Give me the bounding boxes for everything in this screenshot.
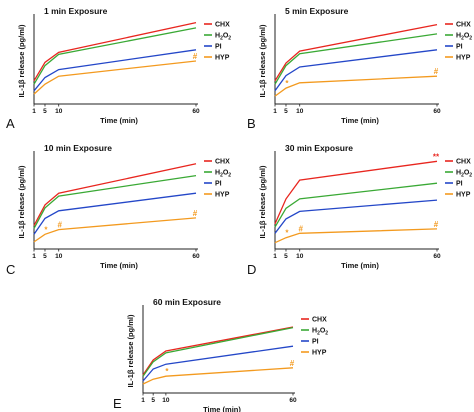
series-line-chx [142,326,294,376]
chart-panel-a: 1 5 10 60 1 min Exposure Time (min) IL-1β rele… [6,6,231,131]
significance-marker: # [298,224,303,233]
y-axis-label: IL-1β release (pg/ml) [258,24,267,97]
legend-label: H2O2 [312,328,328,337]
series-line-h2o2 [33,27,197,85]
x-tick-label: 60 [289,397,297,404]
x-tick-label: 5 [151,397,155,404]
significance-marker: # [434,220,439,229]
series-line-pi [142,345,294,382]
y-axis-label: IL-1β release (pg/ml) [258,165,267,238]
legend-label: HYP [456,192,471,199]
legend-label: PI [215,181,222,188]
x-tick-label: 5 [43,253,47,260]
legend-label: HYP [312,350,327,357]
legend-label: HYP [456,55,471,62]
significance-marker: # [193,52,198,61]
chart-title: 10 min Exposure [44,143,112,153]
x-tick-label: 1 [141,397,145,404]
series-line-hyp [33,217,197,243]
series-line-pi [33,49,197,92]
legend-label: CHX [312,317,327,324]
series-line-h2o2 [142,326,294,377]
significance-marker: # [57,221,62,230]
chart-title: 1 min Exposure [44,6,108,16]
significance-marker: # [290,359,295,368]
legend-label: CHX [456,22,471,29]
chart-title: 60 min Exposure [153,297,221,307]
panel-letter: C [6,262,15,277]
x-tick-label: 10 [55,108,63,115]
panel-letter: D [247,262,256,277]
significance-marker: * [44,225,48,234]
legend-label: CHX [215,159,230,166]
panel-letter: A [6,116,15,131]
series-line-chx [33,163,197,226]
legend-label: H2O2 [456,33,472,42]
series-line-hyp [33,60,197,95]
x-tick-label: 10 [296,253,304,260]
x-tick-label: 60 [433,108,441,115]
x-tick-label: 60 [192,253,200,260]
legend-label: H2O2 [456,170,472,179]
x-tick-label: 5 [284,108,288,115]
legend-label: H2O2 [215,33,231,42]
x-axis-label: Time (min) [341,261,379,270]
legend-label: PI [456,44,463,51]
x-axis-label: Time (min) [203,405,241,412]
x-tick-label: 10 [55,253,63,260]
series-line-hyp [274,75,438,97]
panel-letter: E [113,396,122,411]
x-tick-label: 1 [273,253,277,260]
chart-panel-d: 1 5 10 60 30 min Exposure Time (min) IL-1β rel… [247,143,472,277]
series-line-pi [33,192,197,235]
x-tick-label: 1 [32,253,36,260]
significance-marker: # [193,209,198,218]
x-tick-label: 60 [192,108,200,115]
series-line-h2o2 [274,182,438,228]
legend-label: HYP [215,55,230,62]
series-line-h2o2 [33,174,197,229]
legend-label: CHX [456,159,471,166]
series-line-chx [274,160,438,225]
legend-label: CHX [215,22,230,29]
y-axis-label: IL-1β release (pg/ml) [17,24,26,97]
significance-marker: * [165,367,169,376]
chart-title: 30 min Exposure [285,143,353,153]
x-tick-label: 1 [32,108,36,115]
legend-label: PI [456,181,463,188]
series-line-pi [274,49,438,92]
significance-marker: ** [433,152,440,161]
x-axis-label: Time (min) [100,116,138,125]
legend-label: H2O2 [215,170,231,179]
x-axis-label: Time (min) [100,261,138,270]
x-tick-label: 5 [43,108,47,115]
series-line-chx [274,23,438,82]
series-line-chx [33,21,197,82]
legend-label: PI [312,339,319,346]
x-axis-label: Time (min) [341,116,379,125]
legend-label: PI [215,44,222,51]
significance-marker: * [285,229,289,238]
legend-label: HYP [215,192,230,199]
significance-marker: # [434,67,439,76]
x-tick-label: 1 [273,108,277,115]
series-line-pi [274,199,438,234]
series-line-hyp [274,228,438,244]
y-axis-label: IL-1β release (pg/ml) [126,314,135,387]
x-tick-label: 60 [433,253,441,260]
x-tick-label: 5 [284,253,288,260]
series-line-h2o2 [274,33,438,85]
x-tick-label: 10 [162,397,170,404]
y-axis-label: IL-1β release (pg/ml) [17,165,26,238]
chart-title: 5 min Exposure [285,6,349,16]
chart-panel-e: 1 5 10 60 60 min Exposure Time (min) IL-1β rel… [113,297,328,412]
chart-panel-b: 1 5 10 60 5 min Exposure Time (min) IL-1β rele… [247,6,472,131]
significance-marker: * [285,79,289,88]
series-line-hyp [142,367,294,385]
chart-panel-c: 1 5 10 60 10 min Exposure Time (min) IL-1β rel… [6,143,231,277]
panel-letter: B [247,116,256,131]
x-tick-label: 10 [296,108,304,115]
